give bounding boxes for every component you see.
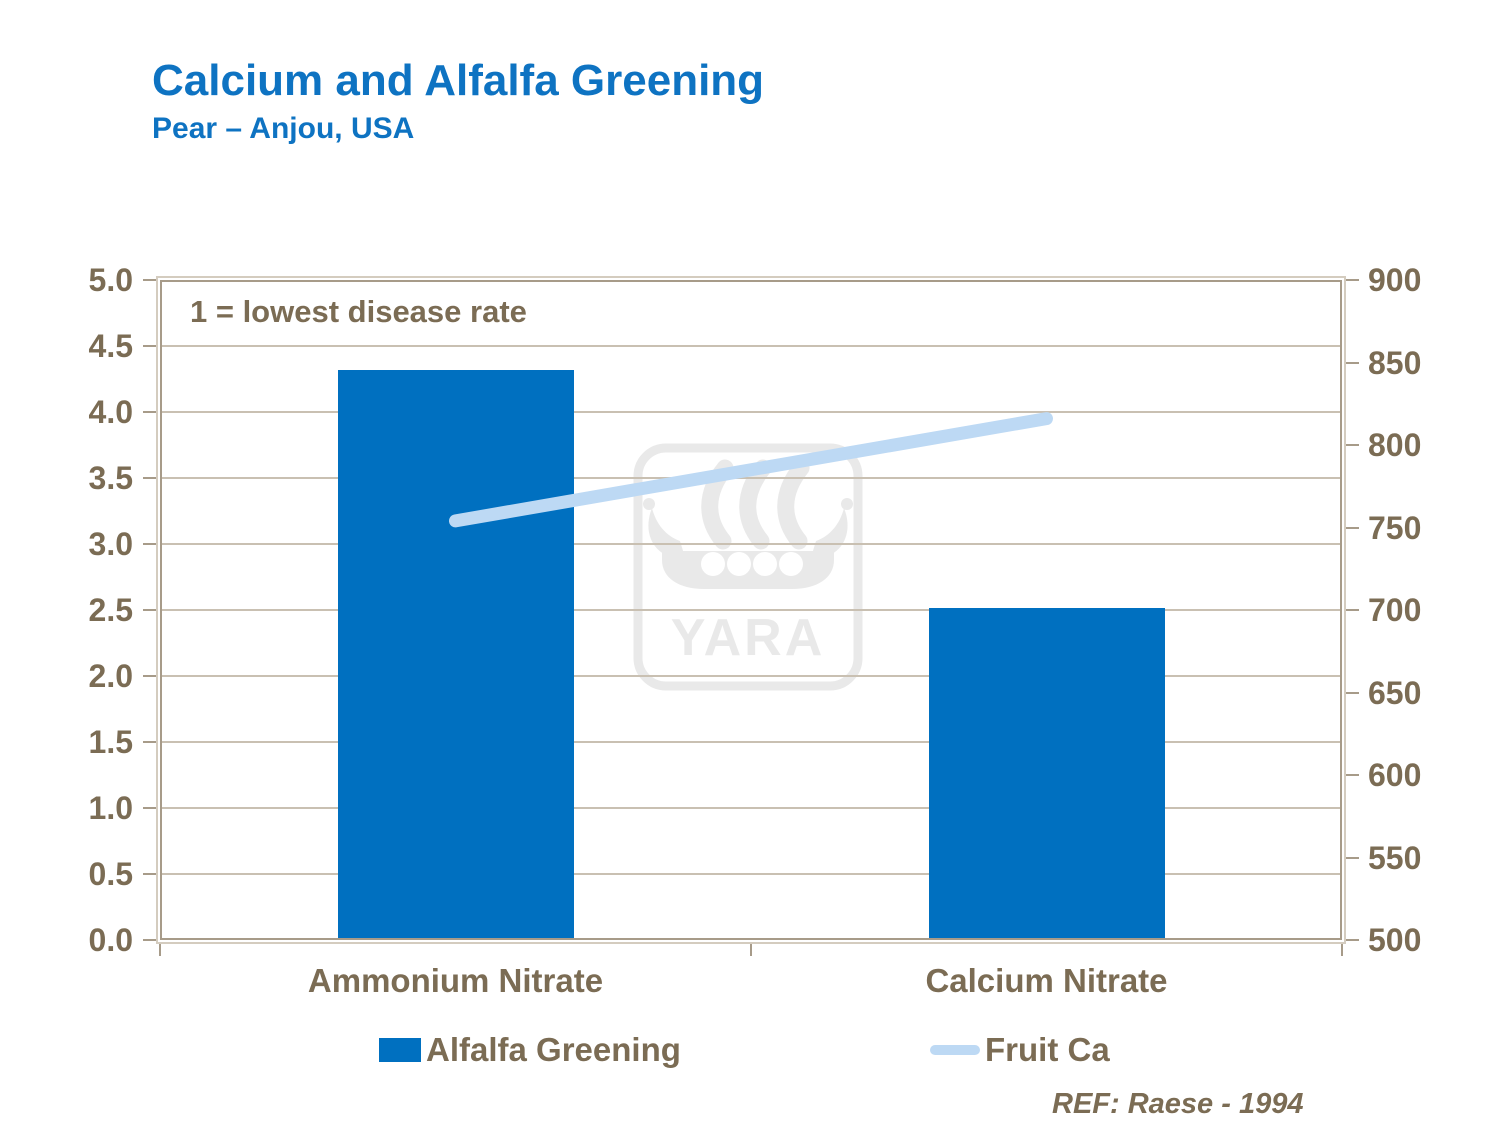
watermark-wordmark: YARA xyxy=(671,609,826,667)
left-axis-tick xyxy=(143,741,156,743)
right-axis-tick-label: 750 xyxy=(1368,509,1422,546)
right-axis-tick-label: 900 xyxy=(1368,262,1422,298)
gridline xyxy=(162,807,1340,809)
bar-calcium-nitrate xyxy=(928,608,1165,938)
x-axis-label-ammonium-nitrate: Ammonium Nitrate xyxy=(307,962,604,999)
right-axis-tick-label: 850 xyxy=(1368,344,1422,381)
left-axis-tick-label: 5.0 xyxy=(88,262,133,298)
gridline xyxy=(162,675,1340,677)
legend-item-alfalfa-greening: Alfalfa Greening xyxy=(379,1031,681,1069)
left-axis-tick-label: 3.0 xyxy=(88,526,133,562)
plot-area: YARA 1 = lowest disease rate xyxy=(156,276,1346,944)
right-axis-tick-label: 500 xyxy=(1368,922,1422,958)
left-axis-tick xyxy=(143,345,156,347)
right-axis-tick xyxy=(1346,774,1359,776)
right-axis-tick-label: 800 xyxy=(1368,427,1422,463)
right-axis-tick xyxy=(1346,691,1359,694)
left-axis-tick xyxy=(143,543,156,545)
annotation-note: 1 = lowest disease rate xyxy=(190,294,527,329)
x-axis-label-calcium-nitrate: Calcium Nitrate xyxy=(925,962,1168,999)
legend-bar-swatch xyxy=(379,1038,421,1062)
gridline xyxy=(162,411,1340,413)
x-axis-tick xyxy=(750,944,752,956)
left-axis-tick-label: 4.5 xyxy=(88,328,133,364)
gridline xyxy=(162,609,1340,611)
right-axis-tick-label: 550 xyxy=(1368,839,1422,876)
left-axis-tick-label: 2.5 xyxy=(88,592,133,628)
left-axis-tick-label: 4.0 xyxy=(88,394,133,430)
bar-ammonium-nitrate xyxy=(337,370,574,938)
x-axis-tick xyxy=(159,944,161,956)
right-axis-tick xyxy=(1346,939,1359,941)
left-axis-tick-label: 2.0 xyxy=(88,658,133,694)
gridline xyxy=(162,345,1340,347)
right-axis-tick xyxy=(1346,856,1359,859)
left-axis-tick xyxy=(143,477,156,479)
left-axis-tick-label: 3.5 xyxy=(88,460,133,496)
left-axis-tick xyxy=(143,411,156,413)
chart-title: Calcium and Alfalfa Greening xyxy=(152,56,765,105)
left-axis-tick xyxy=(143,873,156,875)
yara-logo-watermark: YARA xyxy=(633,443,863,691)
reference-text: REF: Raese - 1994 xyxy=(1052,1088,1304,1120)
legend-label-fruit-ca: Fruit Ca xyxy=(985,1031,1110,1068)
legend-item-fruit-ca: Fruit Ca xyxy=(930,1031,1110,1069)
right-axis-tick xyxy=(1346,526,1359,529)
left-axis-tick-label: 0.5 xyxy=(88,856,133,892)
left-axis-tick-label: 1.5 xyxy=(88,724,133,760)
legend-line-swatch xyxy=(930,1045,980,1055)
left-axis-tick xyxy=(143,675,156,677)
gridline xyxy=(162,543,1340,545)
gridline xyxy=(162,741,1340,743)
right-axis-tick xyxy=(1346,361,1359,364)
left-axis-tick xyxy=(143,939,156,941)
hull-shield-holes xyxy=(701,552,803,576)
left-axis-tick-label: 1.0 xyxy=(88,790,133,826)
left-axis-tick xyxy=(143,609,156,611)
left-axis-tick xyxy=(143,279,156,281)
right-axis-tick xyxy=(1346,279,1359,281)
right-axis-tick xyxy=(1346,609,1359,611)
left-axis-tick-label: 0.0 xyxy=(88,922,133,958)
right-axis-tick-label: 600 xyxy=(1368,757,1422,793)
legend-label-alfalfa-greening: Alfalfa Greening xyxy=(426,1031,681,1068)
gridline xyxy=(162,873,1340,875)
right-axis-tick xyxy=(1346,444,1359,446)
left-axis-tick xyxy=(143,807,156,809)
right-axis-tick-label: 650 xyxy=(1368,674,1422,711)
chart-subtitle: Pear – Anjou, USA xyxy=(152,112,415,145)
x-axis-tick xyxy=(1341,944,1343,956)
right-axis-tick-label: 700 xyxy=(1368,592,1422,628)
